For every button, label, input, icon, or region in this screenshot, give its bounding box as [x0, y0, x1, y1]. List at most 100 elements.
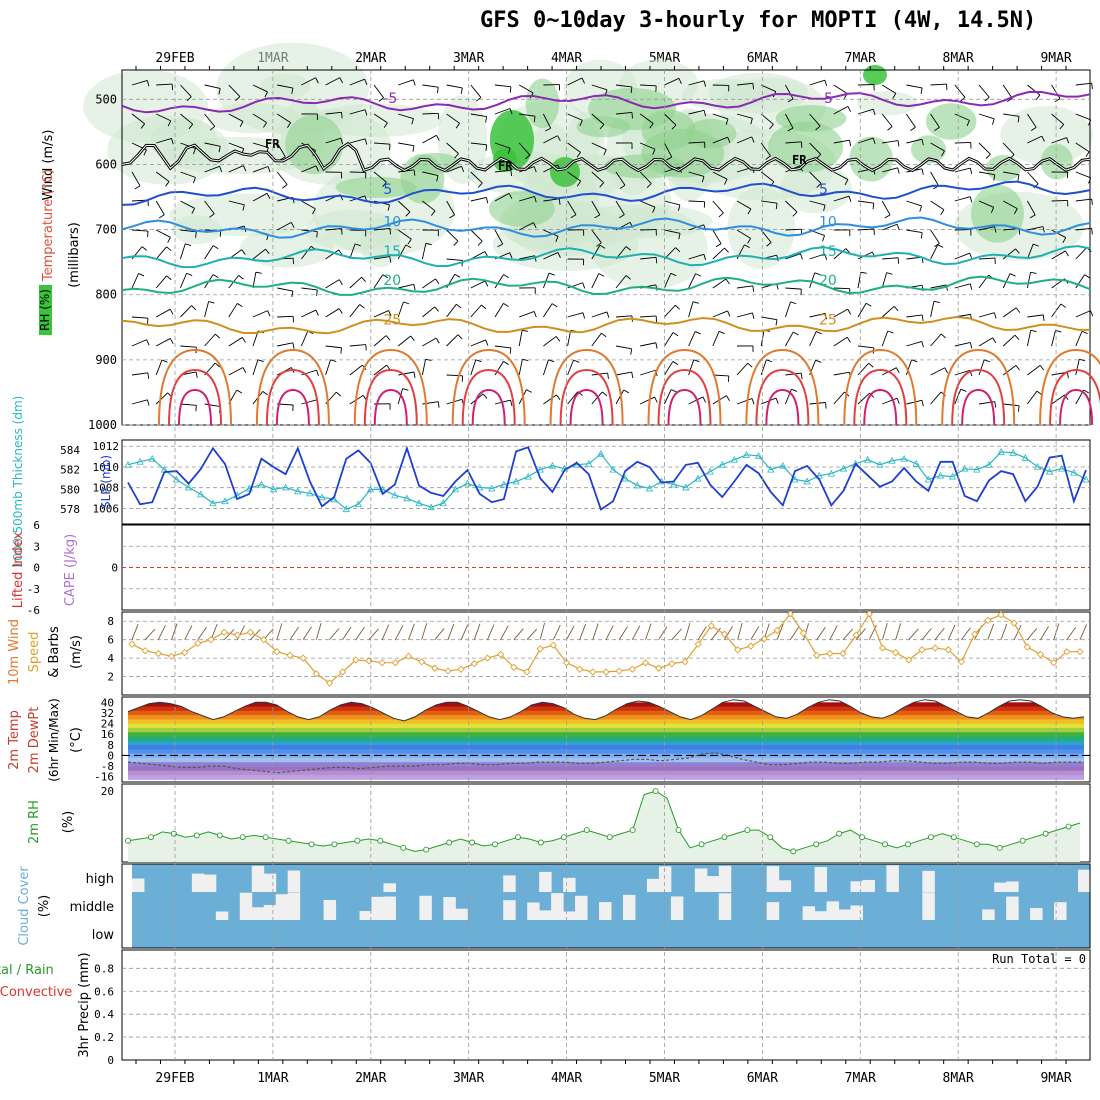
wind-barb	[881, 272, 888, 289]
rh-shade-blob	[591, 207, 708, 290]
wind-barb	[736, 113, 753, 119]
wind-barb-tick	[570, 214, 577, 219]
temp-panel-frame	[121, 696, 1091, 783]
wind-barb	[591, 171, 604, 184]
wind-barb-tick	[701, 176, 705, 183]
wind-barb	[252, 113, 267, 123]
rh-marker	[744, 827, 751, 834]
wind-barb	[494, 84, 511, 88]
wind-barb-tick	[765, 155, 771, 160]
wind-barb	[1003, 171, 1020, 176]
rh-marker	[239, 834, 246, 841]
wind-barb-tick	[847, 106, 852, 112]
wind-barb-tick	[599, 244, 606, 249]
wind-tick-label: 4	[107, 652, 114, 665]
wind10m-barb	[1066, 627, 1076, 640]
wind-barb	[325, 359, 331, 376]
wind-barb-tick	[191, 305, 197, 311]
cloud-gap-bar	[503, 875, 516, 892]
wind-barb-tick	[436, 87, 439, 94]
rh-marker	[1065, 823, 1072, 830]
wind-barb	[325, 279, 340, 289]
wind10m-marker	[352, 656, 360, 664]
wind-barb-tick	[195, 231, 197, 238]
thickness-marker	[318, 493, 326, 501]
cloud-gap-bar	[132, 878, 145, 892]
rh-marker	[469, 839, 476, 846]
cloud-gap-bar	[599, 902, 612, 920]
lifted-tick-label: 3	[33, 540, 40, 553]
thickness-marker	[621, 474, 629, 482]
wind-barb-tick	[941, 150, 945, 157]
wind10m-marker	[773, 626, 781, 635]
wind10m-barb	[895, 623, 902, 640]
wind-barb-tick	[695, 273, 702, 277]
wind-barb	[422, 112, 439, 115]
wind-barb	[615, 371, 632, 376]
date-label-top: 7MAR	[845, 51, 876, 66]
cloud-gap-bar	[766, 866, 780, 892]
wind10m-marker	[549, 641, 557, 649]
wind-barb	[640, 200, 656, 208]
isotherm-label: 10	[383, 215, 401, 231]
wind10m-marker	[865, 610, 873, 618]
wind-barb	[494, 274, 504, 289]
wind-barb-tick	[485, 339, 489, 346]
wind-barb	[1026, 330, 1032, 347]
wind-barb	[494, 303, 504, 318]
lifted-tick-label: 0	[33, 562, 40, 575]
wind10m-marker	[589, 668, 597, 676]
wind10m-marker	[668, 660, 676, 668]
wind-barb	[809, 113, 821, 127]
wind-barb	[785, 331, 794, 347]
temp-color-band	[128, 775, 1084, 780]
cloud-gap-bar	[850, 881, 863, 892]
wind-barb	[906, 84, 923, 89]
wind-barb-tick	[555, 336, 561, 342]
temp-color-band	[128, 736, 1084, 742]
wind-barb	[325, 345, 342, 349]
wind-barb-tick	[454, 273, 461, 278]
wind10m-marker	[1063, 648, 1071, 656]
wind10m-barb	[460, 624, 469, 640]
wind-barb	[567, 391, 579, 405]
thickness-marker	[403, 494, 411, 502]
run-total-label: Run Total = 0	[992, 952, 1086, 966]
wind-barb	[276, 113, 291, 124]
wind-barb-tick	[407, 238, 412, 245]
wind-barb-tick	[678, 233, 681, 240]
rh-shade-blob	[685, 118, 737, 149]
wind-barb	[373, 142, 390, 145]
wind-barb	[543, 135, 558, 144]
wind-barb	[204, 142, 221, 147]
wind-barb-tick	[969, 253, 973, 259]
isotherm-line	[121, 216, 1091, 239]
wind-barb-tick	[934, 126, 940, 132]
wind-barb	[833, 139, 850, 144]
wind-barb	[543, 303, 553, 318]
wind10m-barb	[513, 628, 524, 640]
wind-barb-tick	[1081, 330, 1088, 335]
cloud-gap-bar	[646, 878, 660, 892]
date-label-bottom: 29FEB	[155, 1071, 194, 1086]
date-label-top: 29FEB	[155, 51, 194, 66]
wind10m-marker	[273, 648, 281, 656]
wind-barb	[1075, 198, 1092, 202]
wind-barb-tick	[186, 96, 192, 102]
thickness-marker	[827, 469, 836, 477]
rh-marker	[262, 834, 269, 841]
temp2m-line	[127, 699, 1085, 722]
wind-barb	[664, 200, 681, 206]
wind-barb-tick	[526, 389, 532, 393]
wind10m-barb	[947, 624, 956, 640]
wind-barb	[373, 227, 390, 231]
freezing-line-inner	[121, 143, 1091, 171]
rh-marker	[950, 834, 957, 841]
wind10m-marker	[997, 611, 1005, 619]
cloud-gap-bar	[275, 894, 289, 920]
wind-barb	[446, 113, 460, 124]
wind-barb	[1075, 247, 1088, 260]
wind-barb	[422, 306, 436, 318]
cloud-level-label: low	[92, 928, 115, 943]
wind10m-marker	[207, 636, 215, 644]
